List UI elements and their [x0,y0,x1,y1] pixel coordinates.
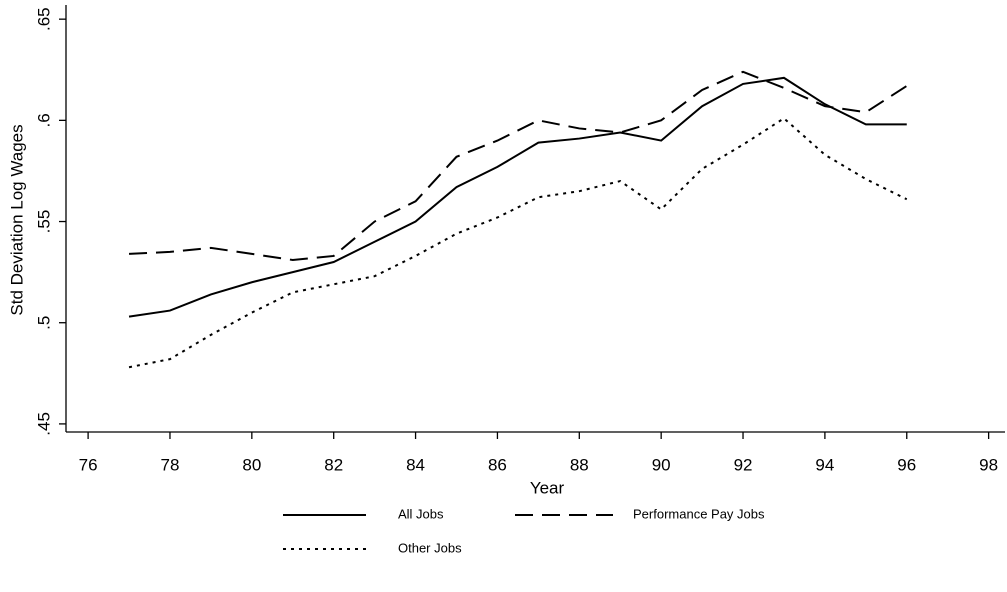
x-tick-label: 98 [979,455,998,474]
series-line [128,70,908,261]
y-tick-label: .6 [34,113,53,127]
x-tick-label: 80 [242,455,261,474]
x-tick-label: 88 [570,455,589,474]
y-tick-label: .5 [34,316,53,330]
y-tick-label: .55 [34,210,53,234]
x-tick-label: 92 [734,455,753,474]
y-axis-label: Std Deviation Log Wages [7,124,26,315]
x-axis-label: Year [530,478,565,497]
legend-label: Other Jobs [398,540,462,555]
x-tick-label: 90 [652,455,671,474]
x-tick-label: 84 [406,455,425,474]
series-line [128,76,907,318]
y-tick-label: .45 [34,412,53,436]
y-tick-label: .65 [34,7,53,31]
x-tick-label: 82 [324,455,343,474]
x-tick-label: 94 [815,455,834,474]
legend-label: Performance Pay Jobs [633,506,765,521]
x-tick-label: 76 [79,455,98,474]
series-line [128,117,908,369]
x-tick-label: 78 [161,455,180,474]
x-tick-label: 86 [488,455,507,474]
x-tick-label: 96 [897,455,916,474]
legend-label: All Jobs [398,506,444,521]
